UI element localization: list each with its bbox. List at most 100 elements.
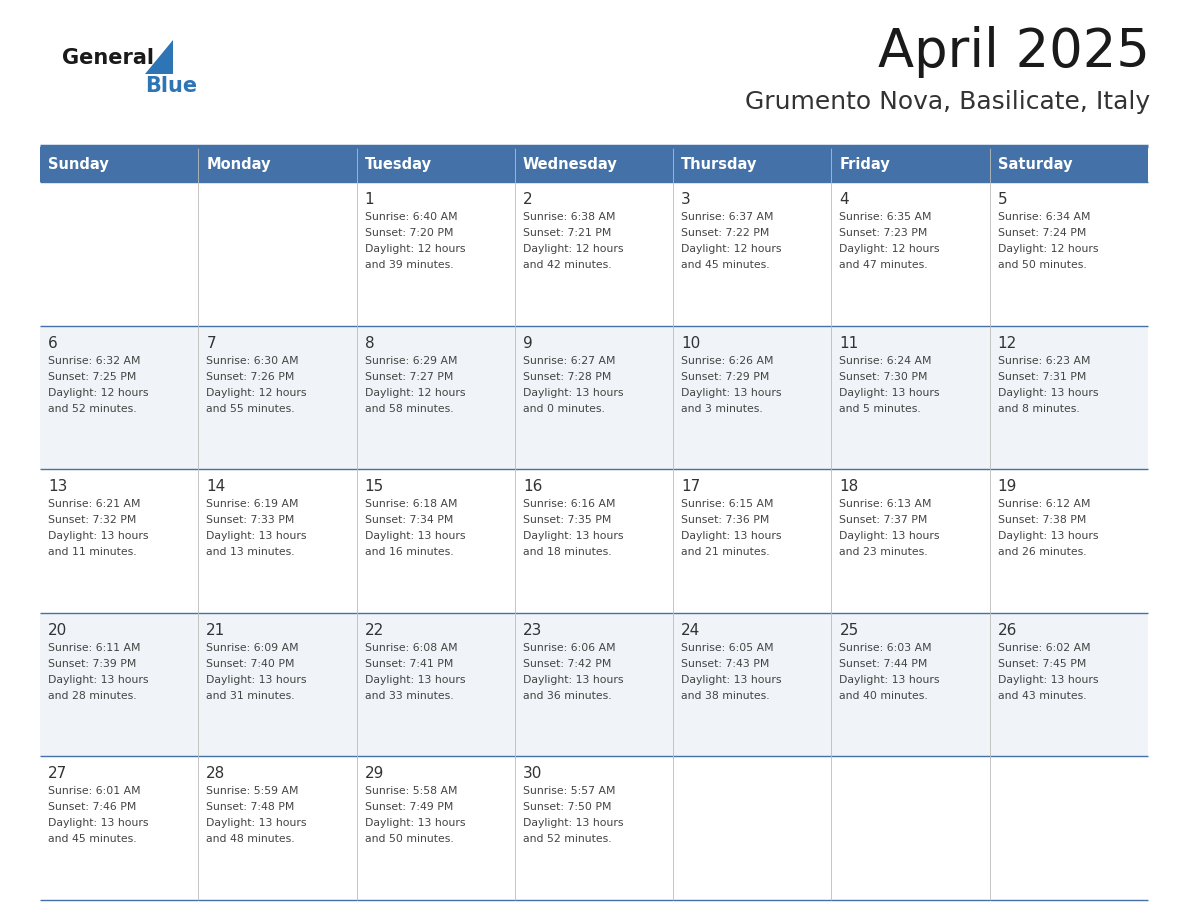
Text: Sunrise: 6:34 AM: Sunrise: 6:34 AM (998, 212, 1091, 222)
Text: and 47 minutes.: and 47 minutes. (840, 260, 928, 270)
Text: Daylight: 12 hours: Daylight: 12 hours (207, 387, 307, 397)
Text: Sunday: Sunday (48, 158, 109, 173)
Text: and 33 minutes.: and 33 minutes. (365, 691, 453, 700)
Text: and 43 minutes.: and 43 minutes. (998, 691, 1086, 700)
Text: Sunrise: 6:06 AM: Sunrise: 6:06 AM (523, 643, 615, 653)
Text: Daylight: 13 hours: Daylight: 13 hours (207, 819, 307, 828)
Text: Sunrise: 6:35 AM: Sunrise: 6:35 AM (840, 212, 931, 222)
Text: Sunrise: 6:13 AM: Sunrise: 6:13 AM (840, 499, 931, 509)
Text: Daylight: 12 hours: Daylight: 12 hours (365, 244, 465, 254)
Text: 13: 13 (48, 479, 68, 494)
Text: Sunset: 7:22 PM: Sunset: 7:22 PM (681, 228, 770, 238)
Text: Sunrise: 6:27 AM: Sunrise: 6:27 AM (523, 355, 615, 365)
Text: Sunset: 7:41 PM: Sunset: 7:41 PM (365, 659, 453, 669)
FancyBboxPatch shape (198, 148, 356, 182)
Text: Daylight: 13 hours: Daylight: 13 hours (523, 675, 624, 685)
Text: and 58 minutes.: and 58 minutes. (365, 404, 453, 414)
Text: Grumento Nova, Basilicate, Italy: Grumento Nova, Basilicate, Italy (745, 90, 1150, 114)
Text: 28: 28 (207, 767, 226, 781)
Text: Sunset: 7:43 PM: Sunset: 7:43 PM (681, 659, 770, 669)
FancyBboxPatch shape (40, 613, 1148, 756)
Text: Daylight: 13 hours: Daylight: 13 hours (365, 675, 465, 685)
Polygon shape (145, 40, 173, 74)
Text: Blue: Blue (145, 76, 197, 96)
Text: Daylight: 13 hours: Daylight: 13 hours (365, 819, 465, 828)
Text: 26: 26 (998, 622, 1017, 638)
Text: Daylight: 13 hours: Daylight: 13 hours (48, 675, 148, 685)
Text: 19: 19 (998, 479, 1017, 494)
Text: and 38 minutes.: and 38 minutes. (681, 691, 770, 700)
Text: and 3 minutes.: and 3 minutes. (681, 404, 763, 414)
Text: 8: 8 (365, 336, 374, 351)
Text: Sunrise: 6:05 AM: Sunrise: 6:05 AM (681, 643, 773, 653)
Text: 17: 17 (681, 479, 701, 494)
Text: Sunrise: 5:57 AM: Sunrise: 5:57 AM (523, 787, 615, 797)
Text: April 2025: April 2025 (878, 26, 1150, 78)
Text: Tuesday: Tuesday (365, 158, 431, 173)
Text: General: General (62, 48, 154, 68)
FancyBboxPatch shape (356, 148, 514, 182)
Text: Daylight: 12 hours: Daylight: 12 hours (523, 244, 624, 254)
Text: and 52 minutes.: and 52 minutes. (48, 404, 137, 414)
Text: Sunset: 7:32 PM: Sunset: 7:32 PM (48, 515, 137, 525)
Text: Daylight: 13 hours: Daylight: 13 hours (998, 532, 1098, 542)
Text: and 8 minutes.: and 8 minutes. (998, 404, 1080, 414)
Text: Sunrise: 5:59 AM: Sunrise: 5:59 AM (207, 787, 299, 797)
Text: Daylight: 13 hours: Daylight: 13 hours (48, 819, 148, 828)
Text: Daylight: 12 hours: Daylight: 12 hours (840, 244, 940, 254)
Text: Sunset: 7:42 PM: Sunset: 7:42 PM (523, 659, 612, 669)
Text: and 26 minutes.: and 26 minutes. (998, 547, 1086, 557)
Text: 21: 21 (207, 622, 226, 638)
Text: Daylight: 13 hours: Daylight: 13 hours (840, 675, 940, 685)
Text: Daylight: 13 hours: Daylight: 13 hours (681, 387, 782, 397)
Text: Wednesday: Wednesday (523, 158, 618, 173)
Text: and 21 minutes.: and 21 minutes. (681, 547, 770, 557)
Text: and 36 minutes.: and 36 minutes. (523, 691, 612, 700)
Text: 18: 18 (840, 479, 859, 494)
Text: Sunrise: 6:12 AM: Sunrise: 6:12 AM (998, 499, 1091, 509)
Text: Sunset: 7:45 PM: Sunset: 7:45 PM (998, 659, 1086, 669)
Text: 15: 15 (365, 479, 384, 494)
Text: 11: 11 (840, 336, 859, 351)
Text: Daylight: 13 hours: Daylight: 13 hours (840, 532, 940, 542)
Text: 20: 20 (48, 622, 68, 638)
Text: Sunrise: 6:21 AM: Sunrise: 6:21 AM (48, 499, 140, 509)
Text: and 11 minutes.: and 11 minutes. (48, 547, 137, 557)
Text: Sunset: 7:48 PM: Sunset: 7:48 PM (207, 802, 295, 812)
Text: Sunset: 7:46 PM: Sunset: 7:46 PM (48, 802, 137, 812)
Text: Sunset: 7:35 PM: Sunset: 7:35 PM (523, 515, 612, 525)
Text: 14: 14 (207, 479, 226, 494)
Text: and 42 minutes.: and 42 minutes. (523, 260, 612, 270)
Text: Sunset: 7:50 PM: Sunset: 7:50 PM (523, 802, 612, 812)
Text: 9: 9 (523, 336, 532, 351)
Text: Sunrise: 6:09 AM: Sunrise: 6:09 AM (207, 643, 299, 653)
Text: Sunrise: 6:29 AM: Sunrise: 6:29 AM (365, 355, 457, 365)
Text: and 23 minutes.: and 23 minutes. (840, 547, 928, 557)
Text: and 39 minutes.: and 39 minutes. (365, 260, 453, 270)
Text: 24: 24 (681, 622, 701, 638)
FancyBboxPatch shape (40, 182, 1148, 326)
Text: Sunrise: 6:18 AM: Sunrise: 6:18 AM (365, 499, 457, 509)
Text: Sunrise: 6:01 AM: Sunrise: 6:01 AM (48, 787, 140, 797)
Text: 1: 1 (365, 192, 374, 207)
Text: Sunset: 7:37 PM: Sunset: 7:37 PM (840, 515, 928, 525)
Text: Sunset: 7:49 PM: Sunset: 7:49 PM (365, 802, 453, 812)
Text: Sunset: 7:33 PM: Sunset: 7:33 PM (207, 515, 295, 525)
Text: Sunrise: 6:37 AM: Sunrise: 6:37 AM (681, 212, 773, 222)
Text: Sunset: 7:31 PM: Sunset: 7:31 PM (998, 372, 1086, 382)
Text: Sunrise: 6:08 AM: Sunrise: 6:08 AM (365, 643, 457, 653)
Text: Sunrise: 6:24 AM: Sunrise: 6:24 AM (840, 355, 931, 365)
Text: Sunset: 7:38 PM: Sunset: 7:38 PM (998, 515, 1086, 525)
Text: Sunset: 7:25 PM: Sunset: 7:25 PM (48, 372, 137, 382)
Text: and 16 minutes.: and 16 minutes. (365, 547, 453, 557)
Text: and 45 minutes.: and 45 minutes. (681, 260, 770, 270)
Text: Sunset: 7:40 PM: Sunset: 7:40 PM (207, 659, 295, 669)
Text: Daylight: 13 hours: Daylight: 13 hours (681, 532, 782, 542)
FancyBboxPatch shape (514, 148, 674, 182)
Text: 4: 4 (840, 192, 849, 207)
Text: 29: 29 (365, 767, 384, 781)
Text: Sunrise: 6:02 AM: Sunrise: 6:02 AM (998, 643, 1091, 653)
Text: Daylight: 12 hours: Daylight: 12 hours (681, 244, 782, 254)
Text: 2: 2 (523, 192, 532, 207)
Text: Thursday: Thursday (681, 158, 758, 173)
